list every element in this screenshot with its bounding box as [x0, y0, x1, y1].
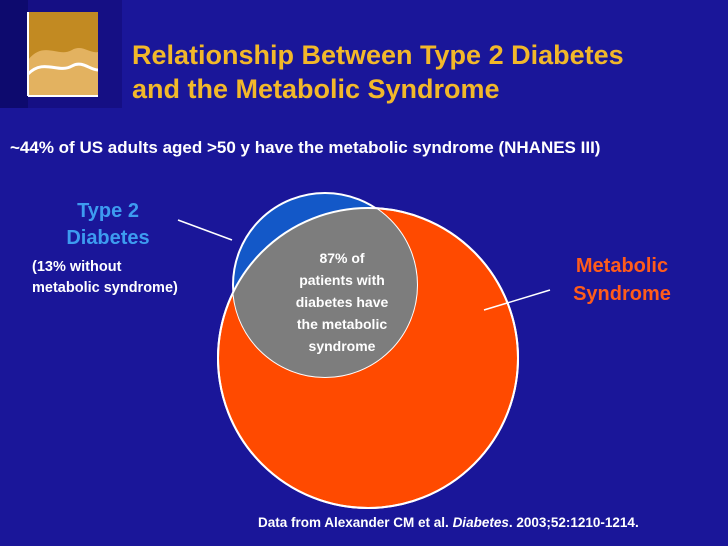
overlap-label-line: diabetes have: [295, 294, 389, 310]
overlap-region: [233, 208, 417, 377]
overlap-label: 87% of patients with diabetes have the m…: [278, 247, 406, 357]
title-line-1: Relationship Between Type 2 Diabetes: [132, 40, 624, 70]
type2-note-line-1: (13% without: [32, 259, 122, 275]
ms-pointer-line: [483, 289, 551, 311]
footnote-journal: Diabetes: [452, 515, 509, 530]
title-line-2: and the Metabolic Syndrome: [132, 74, 500, 104]
overlap-label-line: syndrome: [308, 338, 376, 354]
slide-title: Relationship Between Type 2 Diabetes and…: [132, 38, 722, 106]
type2-diabetes-label: Type 2 Diabetes: [52, 198, 164, 252]
overlap-label-line: patients with: [299, 272, 385, 288]
overlap-label-line: 87% of: [319, 250, 365, 266]
ms-label-line-1: Metabolic: [575, 255, 669, 277]
type2-label-line-1: Type 2: [77, 200, 139, 222]
type2-note-line-2: metabolic syndrome): [32, 280, 178, 296]
type2-label-line-2: Diabetes: [66, 227, 150, 249]
logo-icon: [0, 0, 122, 108]
overlap-label-line: the metabolic: [296, 316, 388, 332]
metabolic-syndrome-outline: [217, 207, 519, 509]
subtitle-statistic: ~44% of US adults aged >50 y have the me…: [10, 138, 601, 157]
source-footnote: Data from Alexander CM et al. Diabetes. …: [258, 515, 639, 530]
type2-diabetes-note: (13% without metabolic syndrome): [32, 257, 232, 299]
footnote-suffix: . 2003;52:1210-1214.: [508, 515, 639, 530]
type2-pointer-line: [177, 219, 233, 241]
metabolic-syndrome-label: Metabolic Syndrome: [558, 252, 686, 308]
ms-label-line-2: Syndrome: [573, 283, 671, 305]
footnote-prefix: Data from Alexander CM et al.: [258, 515, 453, 530]
